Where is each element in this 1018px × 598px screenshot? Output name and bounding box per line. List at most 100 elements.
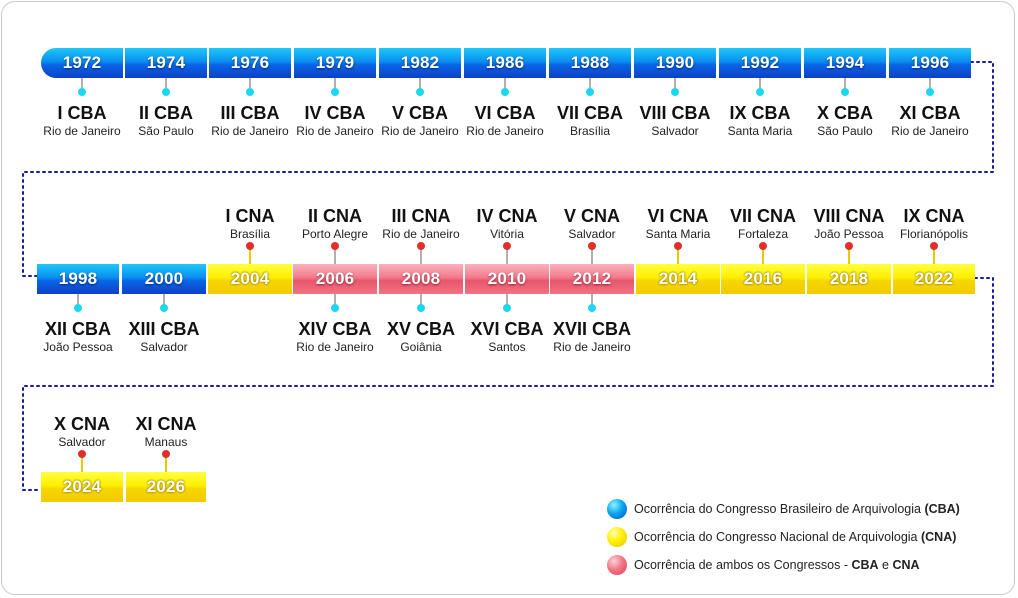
event-label: III CBA Rio de Janeiro bbox=[208, 103, 292, 138]
event-stem bbox=[419, 78, 421, 92]
cba-circle-icon bbox=[607, 499, 627, 519]
event-city: São Paulo bbox=[817, 124, 873, 138]
event-stem bbox=[77, 294, 79, 308]
year-box-1976: 1976 bbox=[209, 48, 291, 78]
event-city: São Paulo bbox=[138, 124, 194, 138]
event-label: VII CBA Brasília bbox=[548, 103, 632, 138]
event-city: João Pessoa bbox=[43, 340, 113, 354]
event-dot bbox=[331, 304, 339, 312]
year-box-2008: 2008 bbox=[379, 264, 463, 294]
event-title: I CNA bbox=[225, 206, 275, 226]
event-dot bbox=[78, 450, 86, 458]
event-city: Rio de Janeiro bbox=[381, 124, 459, 138]
event-dot bbox=[503, 242, 511, 250]
event-title: II CNA bbox=[308, 206, 362, 226]
legend-bold: CBA bbox=[851, 558, 879, 572]
event-city: Salvador bbox=[651, 124, 699, 138]
legend-bold: (CNA) bbox=[920, 530, 957, 544]
year-box-1972: 1972 bbox=[41, 48, 123, 78]
year-box-2010: 2010 bbox=[465, 264, 549, 294]
event-stem bbox=[249, 246, 251, 264]
event-label: I CNA Brasília bbox=[208, 206, 292, 241]
year-box-1986: 1986 bbox=[464, 48, 546, 78]
event-label: VI CNA Santa Maria bbox=[636, 206, 720, 241]
event-city: Santa Maria bbox=[645, 227, 711, 241]
event-label: IV CBA Rio de Janeiro bbox=[293, 103, 377, 138]
event-stem bbox=[674, 78, 676, 92]
event-dot bbox=[588, 242, 596, 250]
event-city: Rio de Janeiro bbox=[382, 227, 460, 241]
event-city: Manaus bbox=[144, 435, 188, 449]
event-stem bbox=[591, 246, 593, 264]
event-dot bbox=[331, 242, 339, 250]
event-stem bbox=[762, 246, 764, 264]
event-label: XVI CBA Santos bbox=[465, 319, 549, 354]
event-dot bbox=[331, 88, 339, 96]
event-title: XIII CBA bbox=[128, 319, 200, 339]
event-title: IV CNA bbox=[476, 206, 538, 226]
event-label: VIII CBA Salvador bbox=[633, 103, 717, 138]
event-label: IV CNA Vitória bbox=[465, 206, 549, 241]
event-dot bbox=[74, 304, 82, 312]
event-stem bbox=[334, 294, 336, 308]
year-box-2024: 2024 bbox=[41, 472, 123, 502]
year-box-1982: 1982 bbox=[379, 48, 461, 78]
event-city: Brasília bbox=[229, 227, 270, 241]
year-box-1988: 1988 bbox=[549, 48, 631, 78]
event-label: XVII CBA Rio de Janeiro bbox=[550, 319, 634, 354]
event-label: XIII CBA Salvador bbox=[122, 319, 206, 354]
year-box-2006: 2006 bbox=[293, 264, 377, 294]
event-city: Brasília bbox=[569, 124, 610, 138]
event-dot bbox=[841, 88, 849, 96]
event-title: I CBA bbox=[57, 103, 107, 123]
event-label: II CBA São Paulo bbox=[124, 103, 208, 138]
event-title: X CNA bbox=[53, 414, 110, 434]
legend-bold-2: CNA bbox=[892, 558, 920, 572]
both-circle-icon bbox=[607, 555, 627, 575]
connector-row1-row2 bbox=[22, 61, 994, 277]
event-stem bbox=[504, 78, 506, 92]
event-city: Rio de Janeiro bbox=[296, 124, 374, 138]
event-stem bbox=[506, 246, 508, 264]
event-dot bbox=[674, 242, 682, 250]
event-label: I CBA Rio de Janeiro bbox=[40, 103, 124, 138]
legend-text: Ocorrência de ambos os Congressos - bbox=[634, 558, 852, 572]
event-city: Porto Alegre bbox=[301, 227, 369, 241]
year-box-2004: 2004 bbox=[208, 264, 292, 294]
event-dot bbox=[417, 304, 425, 312]
event-title: XVII CBA bbox=[552, 319, 631, 339]
event-stem bbox=[165, 78, 167, 92]
event-stem bbox=[759, 78, 761, 92]
event-dot bbox=[588, 304, 596, 312]
event-city: Rio de Janeiro bbox=[553, 340, 631, 354]
event-dot bbox=[845, 242, 853, 250]
event-city: Santos bbox=[488, 340, 526, 354]
event-dot bbox=[501, 88, 509, 96]
connector-row2-row3 bbox=[22, 277, 994, 491]
event-city: Vitória bbox=[490, 227, 524, 241]
event-title: II CBA bbox=[139, 103, 193, 123]
event-city: Salvador bbox=[568, 227, 616, 241]
event-city: Rio de Janeiro bbox=[466, 124, 544, 138]
legend: Ocorrência do Congresso Brasileiro de Ar… bbox=[607, 497, 960, 581]
event-label: VI CBA Rio de Janeiro bbox=[463, 103, 547, 138]
event-label: XV CBA Goiânia bbox=[379, 319, 463, 354]
event-stem bbox=[249, 78, 251, 92]
event-title: VIII CNA bbox=[813, 206, 885, 226]
event-label: III CNA Rio de Janeiro bbox=[379, 206, 463, 241]
event-dot bbox=[416, 88, 424, 96]
year-box-1990: 1990 bbox=[634, 48, 716, 78]
year-box-1994: 1994 bbox=[804, 48, 886, 78]
event-stem bbox=[334, 78, 336, 92]
event-title: X CBA bbox=[816, 103, 873, 123]
event-title: V CNA bbox=[563, 206, 620, 226]
cna-circle-icon bbox=[607, 527, 627, 547]
event-city: Rio de Janeiro bbox=[891, 124, 969, 138]
event-label: IX CNA Florianópolis bbox=[892, 206, 976, 241]
event-city: Salvador bbox=[58, 435, 106, 449]
event-title: XVI CBA bbox=[470, 319, 544, 339]
event-title: XV CBA bbox=[386, 319, 455, 339]
event-dot bbox=[246, 88, 254, 96]
event-title: XIV CBA bbox=[298, 319, 372, 339]
